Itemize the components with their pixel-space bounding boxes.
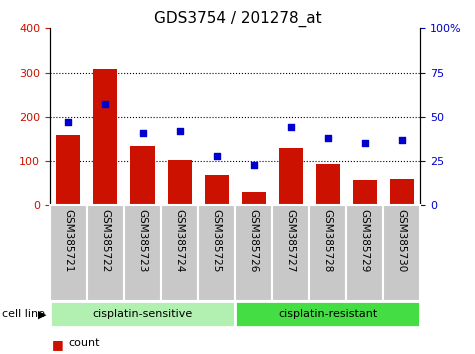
Bar [279,148,303,205]
Bar [242,192,266,205]
Bar [235,301,420,327]
Bar [161,205,198,301]
Text: GSM385725: GSM385725 [211,209,222,273]
Bar [272,205,309,301]
Bar [131,145,154,205]
Text: ▶: ▶ [38,309,46,319]
Text: GDS3754 / 201278_at: GDS3754 / 201278_at [154,11,321,27]
Bar [168,160,191,205]
Point [139,130,146,136]
Point [213,153,220,159]
Point [398,137,406,143]
Text: GSM385726: GSM385726 [248,209,259,273]
Point [250,162,257,167]
Bar [235,205,272,301]
Text: GSM385722: GSM385722 [100,209,111,273]
Bar [309,205,346,301]
Text: cisplatin-resistant: cisplatin-resistant [278,309,377,319]
Text: GSM385721: GSM385721 [63,209,74,273]
Bar [383,205,420,301]
Text: GSM385727: GSM385727 [285,209,296,273]
Point [287,125,294,130]
Text: GSM385723: GSM385723 [137,209,148,273]
Text: GSM385724: GSM385724 [174,209,185,273]
Bar [50,205,87,301]
Bar [124,205,161,301]
Text: cell line: cell line [2,309,46,319]
Point [361,141,369,146]
Bar [50,301,235,327]
Point [102,102,109,107]
Point [65,119,72,125]
Bar [316,164,340,205]
Text: GSM385729: GSM385729 [360,209,370,273]
Bar [94,69,117,205]
Bar [205,175,228,205]
Bar [390,179,414,205]
Bar [346,205,383,301]
Text: count: count [68,338,99,348]
Point [176,128,183,134]
Text: GSM385728: GSM385728 [323,209,333,273]
Bar [353,180,377,205]
Point [324,135,332,141]
Bar [198,205,235,301]
Text: ■: ■ [52,338,64,351]
Bar [57,135,80,205]
Text: cisplatin-sensitive: cisplatin-sensitive [92,309,193,319]
Text: GSM385730: GSM385730 [397,209,407,272]
Bar [87,205,124,301]
